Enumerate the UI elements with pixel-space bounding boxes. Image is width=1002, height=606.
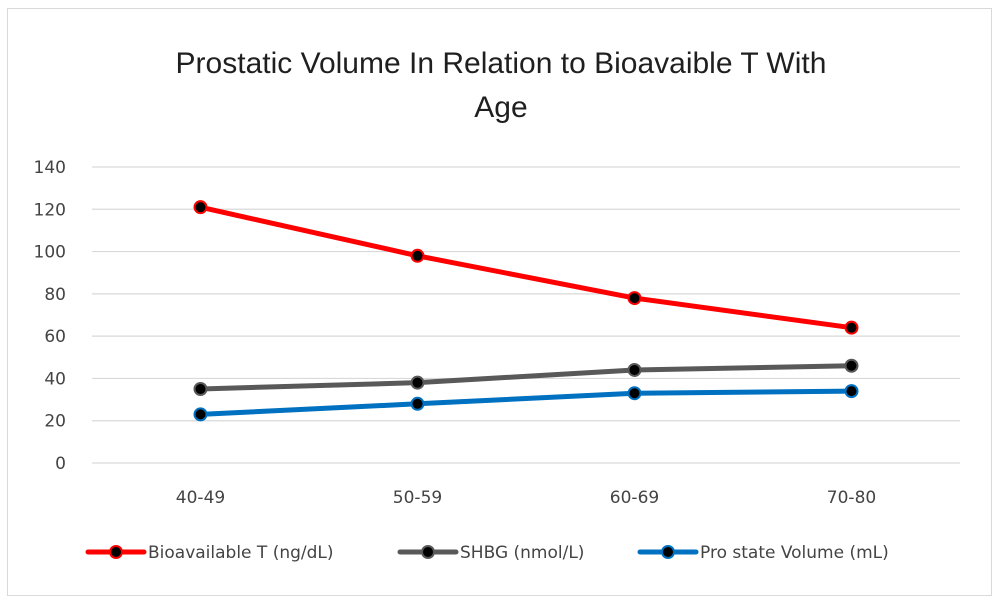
legend-label: SHBG (nmol/L) [460, 543, 584, 563]
y-tick-label: 140 [34, 158, 66, 178]
data-point [627, 386, 642, 401]
chart-frame [7, 8, 992, 596]
x-tick-label: 60-69 [610, 488, 659, 508]
y-tick-label: 60 [44, 327, 66, 347]
y-tick-label: 80 [44, 285, 66, 305]
data-point [410, 375, 425, 390]
data-point [627, 291, 642, 306]
data-point [193, 382, 208, 396]
series-1 [193, 200, 859, 335]
data-point [193, 407, 208, 422]
y-tick-label: 0 [55, 454, 66, 474]
legend: Bioavailable T (ng/dL) SHBG (nmol/L) Pro s… [85, 543, 889, 563]
gridlines [92, 166, 960, 464]
data-point [844, 320, 859, 335]
y-tick-label: 20 [44, 412, 66, 432]
y-axis-tick-labels: 0 20 40 60 80 100 120 140 [34, 158, 66, 474]
data-point [627, 362, 642, 377]
series-line [198, 388, 854, 417]
legend-item: SHBG (nmol/L) [397, 543, 584, 563]
x-tick-label: 50-59 [393, 488, 442, 508]
legend-item: Pro state Volume (mL) [637, 543, 889, 563]
y-tick-label: 120 [34, 200, 66, 220]
legend-item: Bioavailable T (ng/dL) [85, 543, 334, 563]
legend-swatch-marker [661, 545, 675, 559]
legend-swatch-marker [421, 545, 435, 559]
legend-swatch-marker [109, 545, 123, 559]
x-tick-label: 70-80 [827, 488, 876, 508]
chart-title-line-2: Age [474, 91, 527, 124]
series-lines [193, 200, 859, 422]
series-2 [193, 358, 859, 396]
legend-label: Pro state Volume (mL) [700, 543, 889, 563]
data-point [410, 396, 425, 411]
series-line [198, 363, 854, 392]
data-point [410, 248, 425, 263]
legend-label: Bioavailable T (ng/dL) [148, 543, 334, 563]
chart-title: Prostatic Volume In Relation to Bioavaib… [176, 47, 827, 124]
chart-title-line-1: Prostatic Volume In Relation to Bioavaib… [176, 47, 827, 80]
x-tick-label: 40-49 [176, 488, 225, 508]
data-point [193, 200, 208, 215]
y-tick-label: 40 [44, 369, 66, 389]
x-axis-tick-labels: 40-49 50-59 60-69 70-80 [176, 488, 876, 508]
series-3 [193, 384, 859, 422]
series-line [198, 204, 854, 331]
data-point [844, 358, 859, 373]
y-tick-label: 100 [34, 243, 66, 263]
data-point [844, 384, 859, 399]
